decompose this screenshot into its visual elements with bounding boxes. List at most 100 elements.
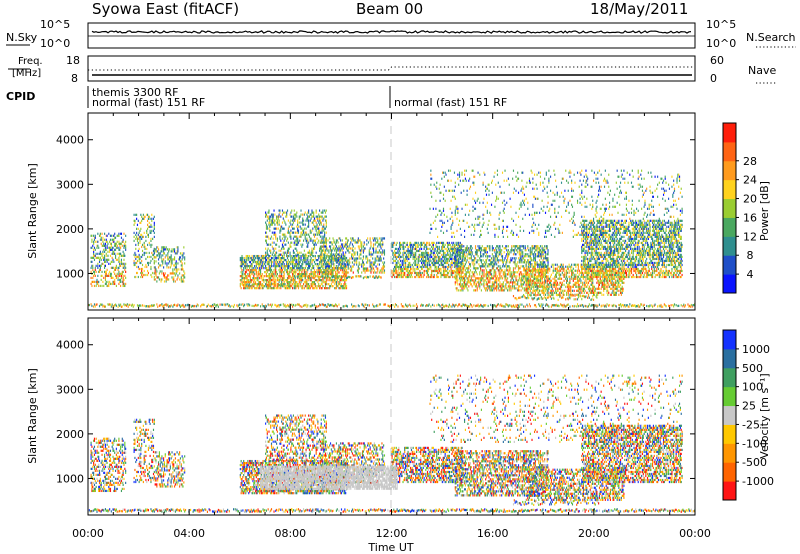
- scatter-cell: [514, 245, 516, 248]
- scatter-cell: [383, 237, 386, 240]
- scatter-cell: [313, 217, 316, 220]
- scatter-cell: [300, 231, 302, 234]
- scatter-cell: [295, 269, 297, 272]
- scatter-cell: [414, 257, 416, 261]
- scatter-cell: [473, 255, 475, 258]
- scatter-cell: [350, 247, 352, 250]
- scatter-cell: [414, 243, 416, 247]
- scatter-cell: [376, 259, 378, 262]
- frequency-panel: Freq. [MHz] 18 8 60 0 Nave: [8, 54, 776, 85]
- scatter-cell: [353, 251, 355, 254]
- scatter-cell: [146, 231, 148, 234]
- scatter-cell: [516, 279, 518, 282]
- scatter-cell: [493, 265, 495, 268]
- scatter-cell: [333, 264, 335, 268]
- scatter-cell: [546, 283, 548, 286]
- scatter-cell: [316, 285, 318, 288]
- scatter-cell: [112, 238, 114, 241]
- scatter-cell: [293, 269, 295, 272]
- cpid-segment-2-line-1: normal (fast) 151 RF: [394, 96, 507, 109]
- scatter-cell: [306, 262, 308, 266]
- scatter-cell: [344, 254, 346, 258]
- scatter-cell: [95, 280, 97, 284]
- scatter-cell: [338, 260, 340, 264]
- scatter-cell: [254, 279, 256, 282]
- scatter-cell: [273, 247, 275, 250]
- scatter-cell: [173, 272, 175, 275]
- scatter-cell: [379, 241, 381, 244]
- scatter-cell: [111, 248, 113, 251]
- scatter-cell: [324, 233, 326, 236]
- scatter-cell: [421, 253, 423, 257]
- scatter-cell: [290, 219, 292, 222]
- scatter-cell: [462, 277, 464, 280]
- scatter-cell: [431, 249, 433, 253]
- scatter-cell: [99, 256, 101, 259]
- scatter-cell: [295, 287, 297, 290]
- scatter-cell: [151, 213, 153, 216]
- scatter-cell: [146, 213, 148, 216]
- scatter-cell: [437, 271, 439, 275]
- scatter-cell: [283, 271, 285, 274]
- scatter-cell: [362, 263, 364, 266]
- scatter-cell: [163, 266, 165, 269]
- scatter-cell: [134, 221, 136, 224]
- scatter-cell: [95, 270, 97, 273]
- scatter-cell: [151, 225, 153, 228]
- scatter-cell: [377, 245, 379, 248]
- scatter-cell: [300, 209, 302, 212]
- scatter-cell: [299, 283, 301, 286]
- scatter-cell: [109, 248, 111, 251]
- scatter-cell: [357, 265, 359, 268]
- scatter-cell: [358, 263, 360, 266]
- scatter-cell: [306, 256, 308, 260]
- scatter-cell: [503, 289, 505, 292]
- scatter-cell: [534, 271, 536, 274]
- scatter-cell: [317, 258, 319, 262]
- scatter-cell: [331, 281, 333, 284]
- scatter-cell: [372, 239, 375, 242]
- scatter-cell: [252, 283, 254, 286]
- scatter-cell: [286, 253, 288, 256]
- scatter-cell: [94, 248, 96, 251]
- scatter-cell: [271, 219, 273, 222]
- scatter-cell: [473, 259, 475, 262]
- scatter-cell: [167, 278, 169, 281]
- scatter-cell: [475, 283, 477, 286]
- scatter-cell: [168, 250, 170, 253]
- scatter-cell: [421, 275, 423, 279]
- scatter-cell: [268, 275, 270, 278]
- scatter-cell: [281, 256, 283, 260]
- scatter-cell: [362, 265, 364, 268]
- scatter-cell: [335, 277, 337, 280]
- scatter-cell: [114, 278, 116, 282]
- scatter-cell: [543, 267, 545, 270]
- scatter-cell: [407, 251, 409, 255]
- scatter-cell: [267, 266, 269, 270]
- scatter-cell: [165, 276, 167, 279]
- scatter-cell: [325, 265, 327, 268]
- scatter-cell: [422, 257, 424, 261]
- scatter-cell: [540, 251, 542, 254]
- scatter-cell: [97, 262, 99, 265]
- scatter-cell: [404, 263, 407, 267]
- scatter-cell: [372, 261, 375, 264]
- scatter-cell: [277, 217, 279, 220]
- scatter-cell: [454, 255, 456, 258]
- scatter-cell: [436, 267, 438, 271]
- scatter-cell: [298, 266, 300, 270]
- scatter-cell: [358, 267, 360, 270]
- scatter-cell: [439, 249, 441, 253]
- scatter-cell: [114, 282, 116, 286]
- scatter-cell: [485, 247, 488, 250]
- scatter-cell: [319, 233, 321, 236]
- station-title: Syowa East (fitACF): [92, 0, 239, 18]
- scatter-cell: [139, 237, 141, 241]
- scatter-cell: [163, 252, 166, 255]
- scatter-cell: [119, 264, 121, 267]
- scatter-cell: [458, 269, 460, 273]
- scatter-cell: [423, 241, 425, 245]
- scatter-cell: [302, 266, 305, 270]
- scatter-cell: [314, 241, 316, 244]
- scatter-cell: [452, 247, 454, 251]
